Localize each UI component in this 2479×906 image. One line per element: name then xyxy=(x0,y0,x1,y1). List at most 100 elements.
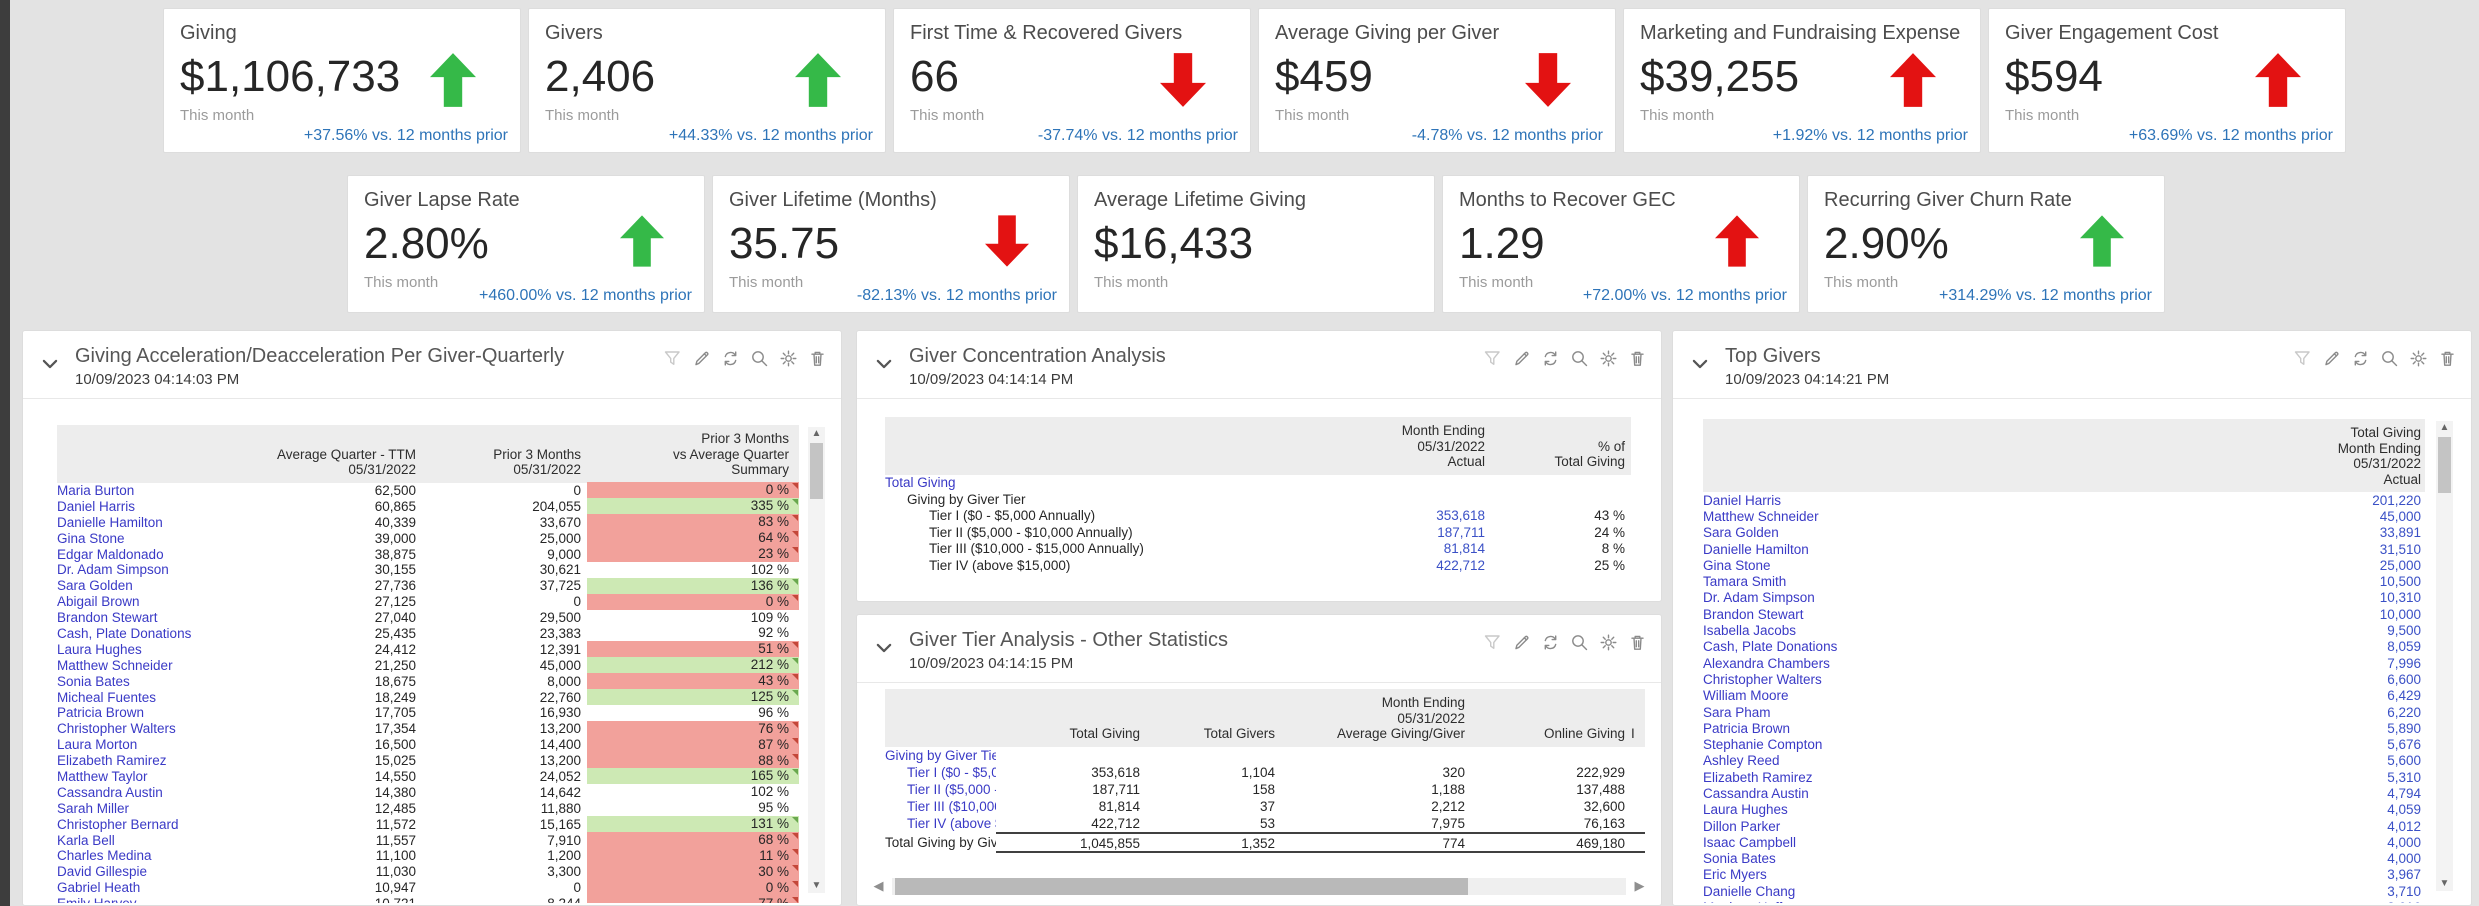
actual-value[interactable]: 81,814 xyxy=(1443,541,1485,557)
total-giving-value[interactable]: 6,429 xyxy=(2387,688,2421,704)
column-header-prior-3-months[interactable]: Prior 3 Months 05/31/2022 xyxy=(493,446,581,478)
kpi-delta-link[interactable]: +37.56% vs. 12 months prior xyxy=(303,127,508,144)
total-giving-value[interactable]: 31,510 xyxy=(2379,541,2421,557)
kpi-delta-link[interactable]: +314.29% vs. 12 months prior xyxy=(1938,287,2152,304)
giver-name-link[interactable]: Abigail Brown xyxy=(57,594,140,610)
filter-icon[interactable] xyxy=(2293,349,2312,368)
settings-icon[interactable] xyxy=(779,349,798,368)
giver-name-link[interactable]: Gabriel Heath xyxy=(57,880,141,896)
giver-name-link[interactable]: Brandon Stewart xyxy=(57,610,158,626)
giver-name-link[interactable]: Matthew Taylor xyxy=(57,768,148,784)
giver-name-link[interactable]: Sonia Bates xyxy=(57,673,130,689)
edit-icon[interactable] xyxy=(1512,633,1531,652)
giver-name-link[interactable]: Laura Hughes xyxy=(1703,802,1788,818)
giver-name-link[interactable]: Dr. Adam Simpson xyxy=(1703,590,1815,606)
giver-name-link[interactable]: Charles Medina xyxy=(57,848,152,864)
actual-value[interactable]: 422,712 xyxy=(1436,557,1485,573)
vertical-scrollbar[interactable]: ▲ ▼ xyxy=(808,427,825,893)
column-header-clipped[interactable]: I xyxy=(1631,726,1635,741)
edit-icon[interactable] xyxy=(2322,349,2341,368)
total-giving-value[interactable]: 4,000 xyxy=(2387,834,2421,850)
giver-name-link[interactable]: Cash, Plate Donations xyxy=(1703,639,1838,655)
column-header-total-givers[interactable]: Total Givers xyxy=(1203,726,1275,741)
kpi-delta-link[interactable]: +1.92% vs. 12 months prior xyxy=(1772,127,1968,144)
giver-name-link[interactable]: David Gillespie xyxy=(57,864,148,880)
column-header-pct-total-giving[interactable]: % of Total Giving xyxy=(1554,438,1625,470)
settings-icon[interactable] xyxy=(2409,349,2428,368)
column-header-total-giving[interactable]: Total Giving xyxy=(1069,726,1140,741)
total-giving-value[interactable]: 201,220 xyxy=(2372,492,2421,508)
kpi-delta-link[interactable]: -82.13% vs. 12 months prior xyxy=(856,287,1057,304)
giver-name-link[interactable]: Stephanie Compton xyxy=(1703,737,1823,753)
chevron-down-icon[interactable] xyxy=(873,637,895,659)
giver-name-link[interactable]: Christopher Walters xyxy=(1703,671,1822,687)
vertical-scrollbar[interactable]: ▲ ▼ xyxy=(2436,421,2453,891)
refresh-icon[interactable] xyxy=(721,349,740,368)
total-giving-value[interactable]: 5,310 xyxy=(2387,769,2421,785)
giver-name-link[interactable]: Emily Harvey xyxy=(57,896,242,903)
giver-name-link[interactable]: Dr. Adam Simpson xyxy=(57,562,169,578)
search-icon[interactable] xyxy=(750,349,769,368)
giver-name-link[interactable]: Alexandra Chambers xyxy=(1703,655,1830,671)
giver-name-link[interactable]: Elizabeth Ramirez xyxy=(57,753,167,769)
giver-name-link[interactable]: Gina Stone xyxy=(57,530,125,546)
total-giving-value[interactable]: 3,710 xyxy=(2387,883,2421,899)
row-label-link[interactable]: Tier IV (above $15,000) xyxy=(907,815,996,831)
total-giving-value[interactable]: 4,012 xyxy=(2387,818,2421,834)
chevron-down-icon[interactable] xyxy=(873,353,895,375)
actual-value[interactable]: 187,711 xyxy=(1437,524,1485,540)
giver-name-link[interactable]: Laura Hughes xyxy=(57,641,142,657)
giver-name-link[interactable]: Isaac Campbell xyxy=(1703,834,1797,850)
total-giving-value[interactable]: 33,891 xyxy=(2379,525,2421,541)
row-label-link[interactable]: Tier I ($0 - $5,000 Annually) xyxy=(907,764,996,780)
scroll-down-arrow[interactable]: ▼ xyxy=(811,880,822,891)
giver-name-link[interactable]: Patricia Brown xyxy=(1703,720,1791,736)
giver-name-link[interactable]: Danielle Hamilton xyxy=(1703,541,1809,557)
filter-icon[interactable] xyxy=(663,349,682,368)
giver-name-link[interactable]: Laura Morton xyxy=(57,737,138,753)
giver-name-link[interactable]: Isabella Jacobs xyxy=(1703,623,1797,639)
giver-name-link[interactable]: Daniel Harris xyxy=(57,498,136,514)
refresh-icon[interactable] xyxy=(1541,349,1560,368)
giver-name-link[interactable]: Danielle Chang xyxy=(1703,883,1796,899)
filter-icon[interactable] xyxy=(1483,349,1502,368)
scrollbar-track[interactable] xyxy=(892,877,1626,895)
total-giving-value[interactable]: 6,600 xyxy=(2387,671,2421,687)
giver-name-link[interactable]: Tamara Smith xyxy=(1703,574,1787,590)
delete-icon[interactable] xyxy=(1628,633,1647,652)
search-icon[interactable] xyxy=(1570,349,1589,368)
giver-name-link[interactable]: Micheal Fuentes xyxy=(57,689,157,705)
giver-name-link[interactable]: Edgar Maldonado xyxy=(57,546,164,562)
delete-icon[interactable] xyxy=(2438,349,2457,368)
giver-name-link[interactable]: Karla Bell xyxy=(57,832,115,848)
row-label-link[interactable]: Giving by Giver Tier xyxy=(885,747,996,763)
total-giving-value[interactable]: 5,676 xyxy=(2387,737,2421,753)
giver-name-link[interactable]: Daniel Harris xyxy=(1703,492,1782,508)
total-giving-value[interactable]: 8,059 xyxy=(2387,639,2421,655)
giver-name-link[interactable]: Danielle Hamilton xyxy=(57,514,163,530)
giver-name-link[interactable]: Ashley Reed xyxy=(1703,753,1780,769)
row-label-link[interactable]: Total Giving xyxy=(885,475,956,491)
delete-icon[interactable] xyxy=(808,349,827,368)
settings-icon[interactable] xyxy=(1599,349,1618,368)
total-giving-value[interactable]: 10,310 xyxy=(2379,590,2421,606)
giver-name-link[interactable]: Cassandra Austin xyxy=(1703,785,1809,801)
giver-name-link[interactable]: Cash, Plate Donations xyxy=(57,625,192,641)
scrollbar-thumb[interactable] xyxy=(895,877,1468,895)
total-giving-value[interactable]: 4,794 xyxy=(2387,785,2421,801)
kpi-delta-link[interactable]: +44.33% vs. 12 months prior xyxy=(668,127,873,144)
giver-name-link[interactable]: Maria Burton xyxy=(57,482,135,498)
total-giving-value[interactable]: 7,996 xyxy=(2387,655,2421,671)
edit-icon[interactable] xyxy=(692,349,711,368)
giver-name-link[interactable]: Sonia Bates xyxy=(1703,851,1776,867)
kpi-delta-link[interactable]: -4.78% vs. 12 months prior xyxy=(1411,127,1603,144)
refresh-icon[interactable] xyxy=(2351,349,2370,368)
giver-name-link[interactable]: Christopher Bernard xyxy=(57,816,179,832)
total-giving-value[interactable]: 5,600 xyxy=(2387,753,2421,769)
total-giving-value[interactable]: 3,616 xyxy=(2275,900,2425,903)
search-icon[interactable] xyxy=(2380,349,2399,368)
total-giving-value[interactable]: 9,500 xyxy=(2387,623,2421,639)
row-label-link[interactable]: Tier II ($5,000 - $10,000 Annually) xyxy=(907,781,996,797)
edit-icon[interactable] xyxy=(1512,349,1531,368)
total-giving-value[interactable]: 25,000 xyxy=(2379,557,2421,573)
